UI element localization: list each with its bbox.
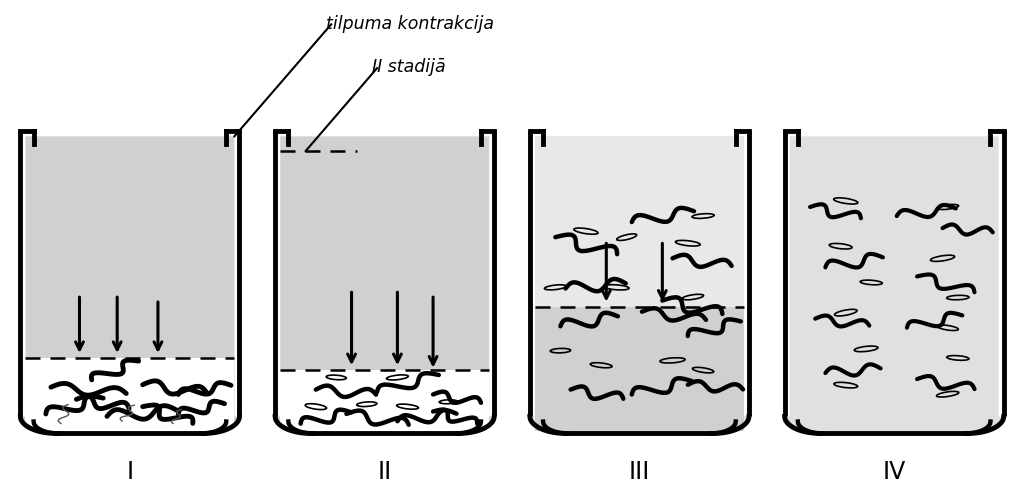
Bar [535,307,744,431]
Text: I: I [126,460,133,484]
Polygon shape [275,136,494,433]
Text: tilpuma kontrakcija: tilpuma kontrakcija [326,15,494,33]
Text: II stadijā: II stadijā [372,58,445,76]
Polygon shape [530,136,749,433]
Polygon shape [530,136,749,433]
Text: III: III [629,460,650,484]
Polygon shape [785,136,1004,433]
Text: IV: IV [882,460,906,484]
Bar [25,358,234,433]
Bar [280,370,489,433]
Polygon shape [20,136,239,433]
Text: II: II [378,460,391,484]
